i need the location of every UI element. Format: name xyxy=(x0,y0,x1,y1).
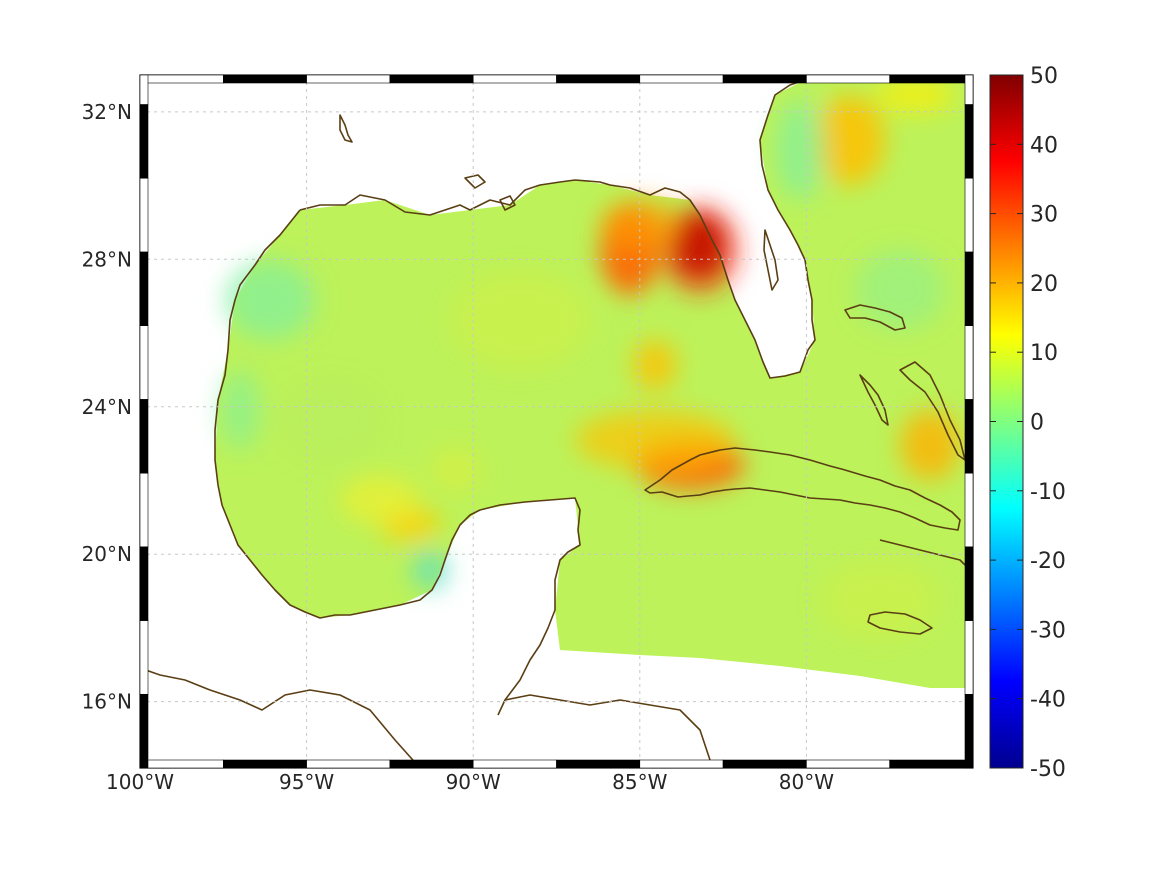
frame-segment-left xyxy=(139,74,149,105)
colorbar-tick-label: -10 xyxy=(1030,480,1066,505)
frame-segment-left xyxy=(139,177,149,253)
anomaly-blobs xyxy=(220,77,960,640)
frame-segment-right xyxy=(964,325,974,400)
lon-tick-label: 95°W xyxy=(279,770,334,794)
frame-segment-right xyxy=(964,104,974,179)
frame-segment-left xyxy=(139,399,149,474)
lon-tick-label: 100°W xyxy=(106,770,174,794)
colorbar-tick-label: 50 xyxy=(1030,64,1058,89)
frame-segment-top xyxy=(306,74,391,84)
colorbar-tick-label: -40 xyxy=(1030,688,1066,713)
frame-segment-right xyxy=(964,693,974,769)
frame-segment-top xyxy=(223,74,307,84)
longitude-tick-labels: 100°W 95°W 90°W 85°W 80°W xyxy=(106,770,834,794)
latitude-tick-labels: 32°N 28°N 24°N 20°N 16°N xyxy=(82,100,132,714)
colorbar-tick-labels: 50 40 30 20 10 0 -10 -20 -30 -40 -50 xyxy=(990,64,1066,782)
frame-segment-top xyxy=(889,74,974,84)
frame-segment-left xyxy=(139,472,149,548)
lat-tick-label: 16°N xyxy=(82,690,132,714)
frame-segment-left xyxy=(139,325,149,400)
frame-segment-left xyxy=(139,546,149,621)
frame-segment-left xyxy=(139,104,149,179)
frame-segment-top xyxy=(722,74,807,84)
colorbar-tick-label: -50 xyxy=(1030,757,1066,782)
lon-tick-label: 80°W xyxy=(779,770,834,794)
grid-lines xyxy=(139,75,973,768)
frame-segment-right xyxy=(964,620,974,695)
frame-segment-bottom xyxy=(556,759,641,769)
frame-segment-left xyxy=(139,693,149,769)
colorbar-tick-label: -20 xyxy=(1030,549,1066,574)
frame-segment-bottom xyxy=(306,759,391,769)
frame-segment-right xyxy=(964,251,974,326)
colorbar-tick-label: -30 xyxy=(1030,618,1066,643)
frame-segment-top xyxy=(139,74,224,84)
map-frame xyxy=(139,74,974,769)
frame-segment-top xyxy=(806,74,891,84)
colorbar-tick-label: 30 xyxy=(1030,203,1058,228)
lat-tick-label: 32°N xyxy=(82,100,132,124)
colorbar-tick-label: 0 xyxy=(1030,411,1044,436)
frame-segment-top xyxy=(472,74,557,84)
lat-tick-label: 24°N xyxy=(82,395,132,419)
frame-segment-bottom xyxy=(139,759,224,769)
frame-segment-bottom xyxy=(472,759,557,769)
lon-tick-label: 90°W xyxy=(446,770,501,794)
colorbar-tick-label: 20 xyxy=(1030,272,1058,297)
frame-segment-right xyxy=(964,74,974,105)
lat-tick-label: 20°N xyxy=(82,542,132,566)
frame-segment-left xyxy=(139,620,149,695)
frame-segment-bottom xyxy=(223,759,307,769)
frame-segment-bottom xyxy=(389,759,474,769)
colorbar-tick-label: 40 xyxy=(1030,133,1058,158)
frame-segment-bottom xyxy=(722,759,807,769)
lat-tick-label: 28°N xyxy=(82,247,132,271)
frame-segment-right xyxy=(964,546,974,621)
frame-segment-top xyxy=(389,74,474,84)
frame-segment-bottom xyxy=(639,759,724,769)
colorbar-tick-label: 10 xyxy=(1030,341,1058,366)
frame-segment-right xyxy=(964,177,974,253)
frame-segment-bottom xyxy=(889,759,974,769)
data-field xyxy=(140,75,966,768)
frame-segment-right xyxy=(964,472,974,548)
lon-tick-label: 85°W xyxy=(612,770,667,794)
frame-segment-top xyxy=(556,74,641,84)
frame-segment-bottom xyxy=(806,759,891,769)
frame-segment-top xyxy=(639,74,724,84)
frame-segment-left xyxy=(139,251,149,326)
frame-segment-right xyxy=(964,399,974,474)
